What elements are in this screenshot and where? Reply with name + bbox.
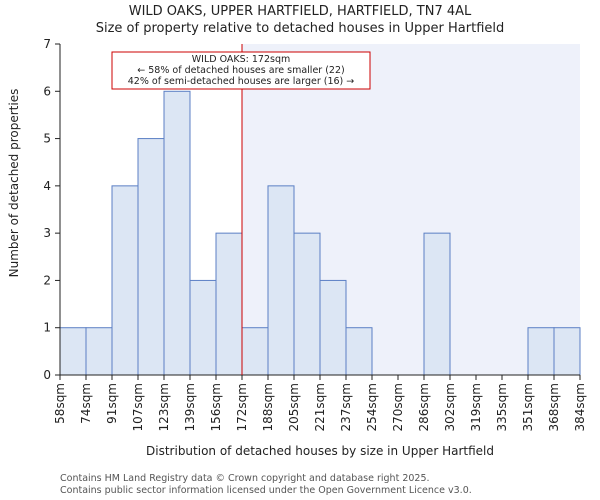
bar-123sqm xyxy=(163,90,191,376)
x-axis-label: Distribution of detached houses by size … xyxy=(146,444,494,458)
bar-188sqm xyxy=(267,185,295,376)
bar-221sqm xyxy=(319,279,347,376)
bar-91sqm xyxy=(111,185,139,376)
y-tick-label: 7 xyxy=(43,37,51,51)
footer-licence: Contains public sector information licen… xyxy=(60,485,472,496)
bar-107sqm xyxy=(137,138,165,376)
x-tick-label: 107sqm xyxy=(131,383,145,431)
x-tick-label: 319sqm xyxy=(469,383,483,431)
x-tick-label: 205sqm xyxy=(287,383,301,431)
x-tick-label: 172sqm xyxy=(235,383,249,431)
x-tick-label: 74sqm xyxy=(79,383,93,424)
y-tick-label: 5 xyxy=(43,132,51,146)
y-axis-label: Number of detached properties xyxy=(7,88,21,278)
x-tick-label: 237sqm xyxy=(339,383,353,431)
annotation-smaller: ← 58% of detached houses are smaller (22… xyxy=(137,65,344,76)
annotation-box xyxy=(111,51,371,90)
x-tick-label: 254sqm xyxy=(365,383,379,431)
y-tick-label: 1 xyxy=(43,321,51,335)
x-tick-label: 139sqm xyxy=(183,383,197,431)
bar-156sqm xyxy=(215,232,243,376)
bar-286sqm xyxy=(423,232,451,376)
bar-368sqm xyxy=(553,327,581,376)
bar-351sqm xyxy=(527,327,555,376)
annotation-title: WILD OAKS: 172sqm xyxy=(192,54,290,65)
x-tick-label: 368sqm xyxy=(547,383,561,431)
bar-74sqm xyxy=(85,327,113,376)
x-tick-label: 156sqm xyxy=(209,383,223,431)
bar-58sqm xyxy=(59,327,87,376)
y-tick-label: 6 xyxy=(43,84,51,98)
y-tick-label: 4 xyxy=(43,179,51,193)
x-tick-label: 123sqm xyxy=(157,383,171,431)
x-tick-label: 221sqm xyxy=(313,383,327,431)
y-tick-label: 0 xyxy=(43,368,51,382)
bar-237sqm xyxy=(345,327,373,376)
y-tick-label: 2 xyxy=(43,273,51,287)
x-tick-label: 335sqm xyxy=(495,383,509,431)
x-tick-label: 302sqm xyxy=(443,383,457,431)
bar-205sqm xyxy=(293,232,321,376)
x-tick-label: 351sqm xyxy=(521,383,535,431)
x-tick-label: 58sqm xyxy=(53,383,67,424)
footer-copyright: Contains HM Land Registry data © Crown c… xyxy=(60,473,430,484)
y-tick-label: 3 xyxy=(43,226,51,240)
annotation-larger: 42% of semi-detached houses are larger (… xyxy=(128,76,355,87)
x-tick-label: 384sqm xyxy=(573,383,587,431)
chart-subtitle: Size of property relative to detached ho… xyxy=(95,21,505,36)
x-tick-label: 91sqm xyxy=(105,383,119,424)
x-tick-label: 270sqm xyxy=(391,383,405,431)
x-tick-label: 188sqm xyxy=(261,383,275,431)
x-tick-label: 286sqm xyxy=(417,383,431,431)
bar-139sqm xyxy=(189,279,217,376)
bar-172sqm xyxy=(241,327,269,376)
chart-title: WILD OAKS, UPPER HARTFIELD, HARTFIELD, T… xyxy=(128,4,472,19)
